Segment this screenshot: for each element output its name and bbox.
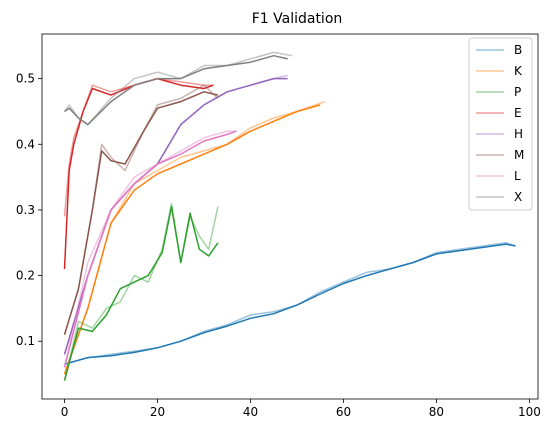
legend-label: B: [514, 43, 522, 57]
x-tick-label: 60: [336, 405, 351, 419]
series-B-smoothed-line: [64, 243, 516, 365]
series-M: [63, 84, 219, 335]
series-L-smoothed-line: [63, 130, 237, 368]
legend-label: X: [514, 190, 522, 204]
series-K-smoothed-line: [63, 104, 321, 375]
x-tick-label: 0: [61, 405, 69, 419]
series-K: [63, 100, 326, 375]
legend-item-P: P: [476, 85, 521, 99]
series-L-raw-line: [63, 130, 237, 368]
series-P-smoothed-line: [63, 205, 219, 381]
axes-frame: [41, 33, 539, 400]
y-tick-label: 0.3: [16, 203, 35, 217]
series-E-smoothed-line: [63, 77, 214, 270]
y-tick-label: 0.5: [16, 72, 35, 86]
x-tick-label: 100: [518, 405, 541, 419]
y-tick-label: 0.2: [16, 269, 35, 283]
legend-item-E: E: [476, 106, 522, 120]
series-H-smoothed-line: [63, 77, 288, 355]
series-M-smoothed-line: [63, 91, 219, 335]
series-B: [64, 242, 516, 365]
legend-label: K: [514, 64, 523, 78]
legend-item-X: X: [476, 190, 522, 204]
series-E-raw-line: [63, 77, 214, 217]
x-tick-label: 40: [243, 405, 258, 419]
legend-label: H: [514, 127, 523, 141]
series-E: [63, 77, 214, 270]
x-tick-label: 20: [150, 405, 165, 419]
legend-box: [468, 37, 533, 211]
legend-item-L: L: [476, 169, 521, 183]
y-tick-label: 0.4: [16, 137, 35, 151]
y-tick-label: 0.1: [16, 334, 35, 348]
series-P-raw-line: [63, 202, 219, 381]
plot-area: [63, 51, 516, 381]
legend-label: P: [514, 85, 521, 99]
legend-item-K: K: [476, 64, 523, 78]
series-H-raw-line: [63, 74, 288, 355]
x-axis: 0 20 40 60 80 100: [61, 399, 541, 419]
series-X: [63, 51, 293, 126]
legend-item-M: M: [476, 148, 524, 162]
series-H: [63, 74, 288, 355]
y-axis: 0.1 0.2 0.3 0.4 0.5: [16, 72, 42, 348]
legend-item-H: H: [476, 127, 523, 141]
series-P: [63, 202, 219, 381]
series-B-raw-line: [64, 242, 516, 365]
legend-label: M: [514, 148, 524, 162]
legend-label: L: [514, 169, 521, 183]
series-X-smoothed-line: [64, 54, 288, 126]
series-L: [63, 130, 237, 368]
series-M-raw-line: [63, 84, 219, 335]
legend-label: E: [514, 106, 522, 120]
chart-title: F1 Validation: [252, 11, 343, 27]
legend-item-B: B: [476, 43, 522, 57]
x-tick-label: 80: [429, 405, 444, 419]
